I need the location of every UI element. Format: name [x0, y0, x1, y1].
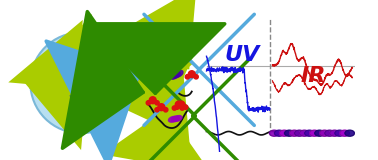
Ellipse shape: [335, 130, 344, 136]
Circle shape: [172, 106, 177, 110]
Ellipse shape: [345, 130, 355, 136]
Ellipse shape: [270, 130, 279, 136]
Ellipse shape: [290, 130, 299, 136]
Circle shape: [155, 101, 159, 105]
Ellipse shape: [169, 116, 177, 122]
Circle shape: [178, 101, 185, 108]
Ellipse shape: [305, 130, 314, 136]
Ellipse shape: [340, 130, 349, 136]
Ellipse shape: [174, 116, 182, 121]
Ellipse shape: [82, 83, 88, 89]
Text: IR: IR: [301, 66, 326, 86]
Ellipse shape: [310, 130, 319, 136]
Ellipse shape: [165, 60, 175, 67]
Ellipse shape: [285, 130, 294, 136]
Ellipse shape: [274, 130, 284, 136]
Circle shape: [175, 101, 182, 108]
Ellipse shape: [315, 130, 324, 136]
Circle shape: [180, 106, 184, 110]
Circle shape: [158, 104, 165, 111]
Ellipse shape: [279, 130, 289, 136]
Ellipse shape: [320, 130, 329, 136]
Ellipse shape: [170, 73, 178, 79]
Ellipse shape: [162, 61, 172, 68]
Ellipse shape: [294, 130, 304, 136]
Circle shape: [188, 71, 195, 78]
Ellipse shape: [175, 70, 183, 77]
Ellipse shape: [300, 130, 309, 136]
Circle shape: [146, 101, 150, 105]
Ellipse shape: [325, 130, 334, 136]
Circle shape: [155, 108, 159, 112]
Circle shape: [149, 97, 156, 104]
Ellipse shape: [171, 116, 180, 122]
Ellipse shape: [159, 62, 169, 69]
Circle shape: [185, 75, 190, 79]
Circle shape: [164, 108, 168, 112]
Ellipse shape: [76, 71, 84, 77]
Text: UV: UV: [225, 45, 260, 65]
Ellipse shape: [71, 73, 79, 79]
Circle shape: [30, 32, 131, 133]
Ellipse shape: [80, 84, 86, 90]
Ellipse shape: [173, 72, 181, 78]
Circle shape: [175, 105, 179, 109]
Ellipse shape: [330, 130, 339, 136]
Ellipse shape: [73, 72, 81, 78]
Ellipse shape: [168, 60, 178, 67]
Circle shape: [194, 75, 198, 79]
Circle shape: [183, 105, 188, 109]
